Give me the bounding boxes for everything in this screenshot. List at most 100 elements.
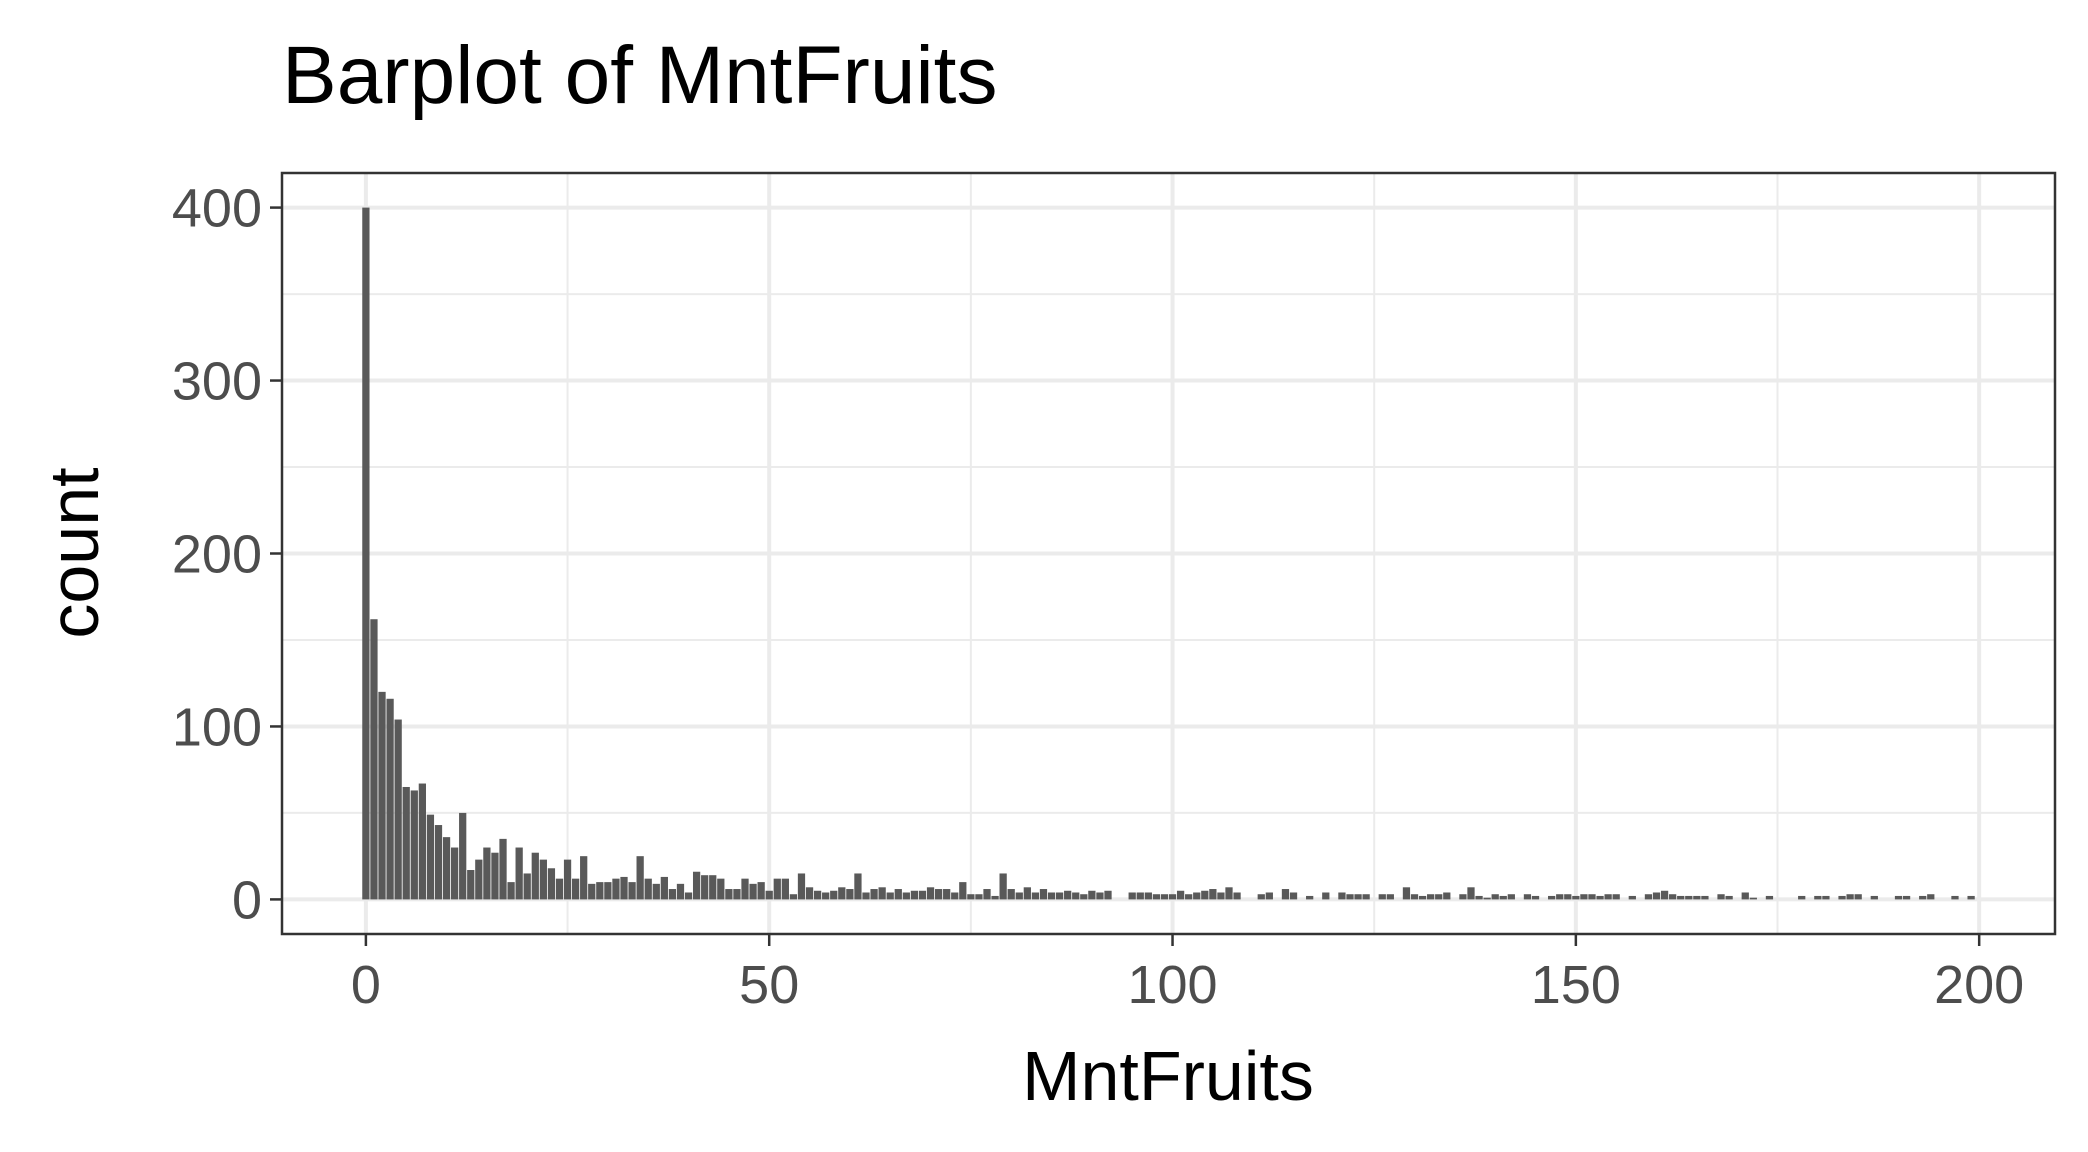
bar	[1531, 895, 1540, 900]
bar	[862, 892, 870, 900]
bar	[1354, 894, 1362, 900]
bar	[838, 887, 846, 900]
bar	[604, 882, 612, 900]
bar	[370, 619, 378, 900]
bar	[1233, 892, 1241, 900]
bar	[1677, 895, 1685, 900]
bar	[725, 889, 733, 900]
bar	[773, 878, 781, 900]
bar	[459, 812, 467, 900]
bar	[1580, 894, 1588, 900]
bar	[636, 856, 644, 900]
bar	[1225, 887, 1233, 900]
bar	[1080, 894, 1088, 900]
bar	[362, 207, 370, 900]
bar	[975, 894, 983, 900]
bar	[668, 889, 677, 900]
bar	[951, 892, 959, 900]
bar	[1031, 892, 1040, 900]
bar	[1588, 894, 1596, 900]
x-axis-label: MntFruits	[1022, 1037, 1314, 1115]
bar	[644, 878, 652, 900]
bar	[1838, 895, 1846, 900]
bar	[1693, 895, 1701, 900]
bar	[1185, 894, 1193, 900]
bar	[483, 847, 491, 900]
bar	[612, 878, 620, 900]
bar	[1894, 895, 1903, 900]
bar	[934, 889, 943, 900]
bar	[967, 894, 975, 900]
bar	[1265, 892, 1273, 900]
bar	[757, 882, 765, 900]
bar	[846, 889, 854, 900]
bar	[701, 875, 709, 900]
bar	[797, 873, 806, 900]
x-tick-label: 0	[351, 955, 381, 1015]
bar	[1701, 895, 1709, 900]
bar	[1402, 887, 1411, 900]
bar	[386, 698, 394, 900]
bar	[1088, 890, 1096, 900]
bar	[1798, 895, 1806, 900]
bar	[467, 870, 475, 900]
bar	[1435, 894, 1443, 900]
bar	[1749, 897, 1757, 900]
bar	[588, 883, 596, 900]
bar	[1951, 895, 1959, 900]
bar	[1854, 894, 1862, 900]
bar	[1104, 890, 1112, 900]
bar	[394, 719, 402, 900]
bar	[999, 873, 1007, 900]
bar	[1176, 890, 1185, 900]
bar	[781, 878, 789, 900]
bar	[1669, 894, 1677, 900]
bar	[1418, 895, 1427, 900]
bar	[1467, 887, 1475, 900]
bar	[555, 878, 564, 900]
bar	[1346, 894, 1354, 900]
bar	[410, 790, 418, 900]
bar	[1628, 895, 1636, 900]
bar	[1072, 892, 1080, 900]
y-tick-label: 400	[172, 179, 262, 239]
bar	[1459, 894, 1467, 900]
bar	[442, 837, 451, 900]
bar	[1685, 895, 1693, 900]
bar	[1443, 892, 1451, 900]
bar	[813, 890, 822, 900]
bar	[571, 878, 580, 900]
bar	[1055, 892, 1064, 900]
bar	[1564, 894, 1572, 900]
bar	[926, 887, 935, 900]
bar	[1209, 889, 1217, 900]
bar	[1717, 894, 1725, 900]
bar	[1919, 895, 1927, 900]
bar	[1281, 889, 1290, 900]
bar	[1499, 895, 1507, 900]
bar	[1475, 895, 1483, 900]
bar	[1338, 892, 1346, 900]
bar	[426, 814, 435, 900]
bar	[531, 852, 539, 900]
bar	[620, 876, 628, 900]
bar	[676, 883, 685, 900]
bar	[547, 868, 556, 900]
bar	[1548, 895, 1556, 900]
bar	[1047, 892, 1056, 900]
chart-title: Barplot of MntFruits	[282, 30, 997, 121]
bar	[1136, 892, 1144, 900]
bar	[418, 783, 426, 900]
bar	[660, 876, 668, 900]
bar	[1572, 895, 1580, 900]
bar	[1144, 892, 1152, 900]
y-tick-label: 200	[172, 525, 262, 585]
bar	[1160, 894, 1169, 900]
bar	[1604, 894, 1612, 900]
bar	[789, 894, 798, 900]
bar	[1362, 894, 1370, 900]
bar	[1612, 894, 1620, 900]
bar	[1322, 892, 1330, 900]
bar	[539, 859, 547, 900]
bar	[507, 882, 515, 900]
